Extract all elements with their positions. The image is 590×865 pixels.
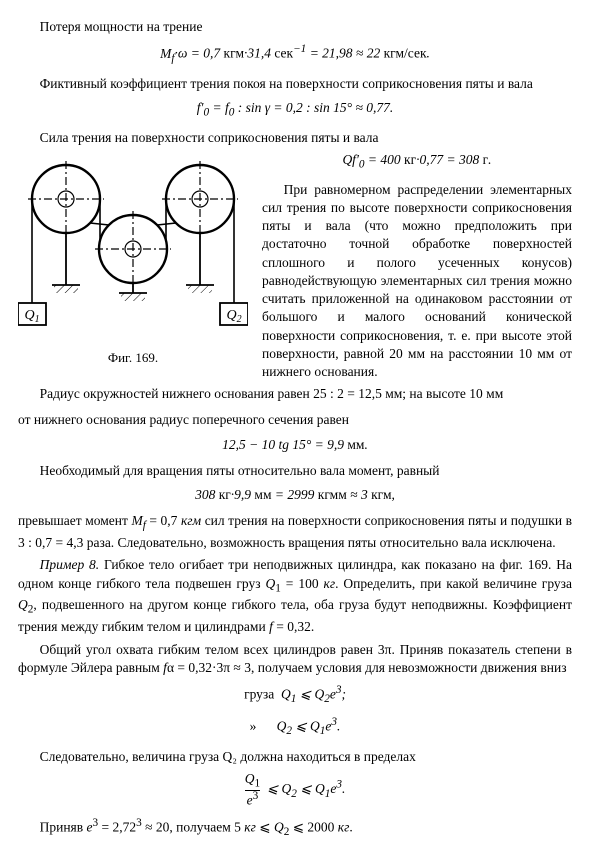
para-moment-needed: Необходимый для вращения пяты относитель… bbox=[18, 462, 572, 480]
eq-cond-q1: груза Q1 ⩽ Q2e3; bbox=[18, 683, 572, 707]
para-example-8: Пример 8. Гибкое тело огибает три неподв… bbox=[18, 556, 572, 636]
eq-radius: 12,5 − 10 tg 15° = 9,9 мм. bbox=[18, 436, 572, 454]
figure-169: Q1 Q2 Фиг. 169. bbox=[18, 153, 248, 367]
eq-power-loss: Mf·ω = 0,7 кгм·31,4 сек−1 = 21,98 ≈ 22 к… bbox=[18, 42, 572, 66]
figure-caption: Фиг. 169. bbox=[18, 349, 248, 367]
para-radius-lower: Радиус окружностей нижнего основания рав… bbox=[18, 385, 572, 403]
eq-f0prime: f′0 = f0 : sin γ = 0,2 : sin 15° ≈ 0,77. bbox=[18, 99, 572, 121]
eq-moment: 308 кг·9,9 мм = 2999 кгмм ≈ 3 кгм, bbox=[18, 486, 572, 504]
para-radius-cont: от нижнего основания радиус поперечного … bbox=[18, 411, 572, 429]
para-friction-force: Сила трения на поверхности соприкосновен… bbox=[18, 129, 572, 147]
para-power-loss: Потеря мощности на трение bbox=[18, 18, 572, 36]
para-numeric: Приняв e3 = 2,723 ≈ 20, получаем 5 кг ⩽ … bbox=[18, 816, 572, 840]
eq-cond-q2: » Q2 ⩽ Q1e3. bbox=[18, 715, 572, 739]
para-wrap-angle: Общий угол охвата гибким телом всех цили… bbox=[18, 641, 572, 677]
para-therefore: Следовательно, величина груза Q₂ должна … bbox=[18, 748, 572, 766]
para-fictitious-coef: Фиктивный коэффициент трения покоя на по… bbox=[18, 75, 572, 93]
eq-bounds: Q1e3 ⩽ Q2 ⩽ Q1e3. bbox=[18, 772, 572, 808]
para-exceeds: превышает момент Mf = 0,7 кгм сил трения… bbox=[18, 512, 572, 552]
figure-169-svg: Q1 Q2 bbox=[18, 153, 248, 343]
